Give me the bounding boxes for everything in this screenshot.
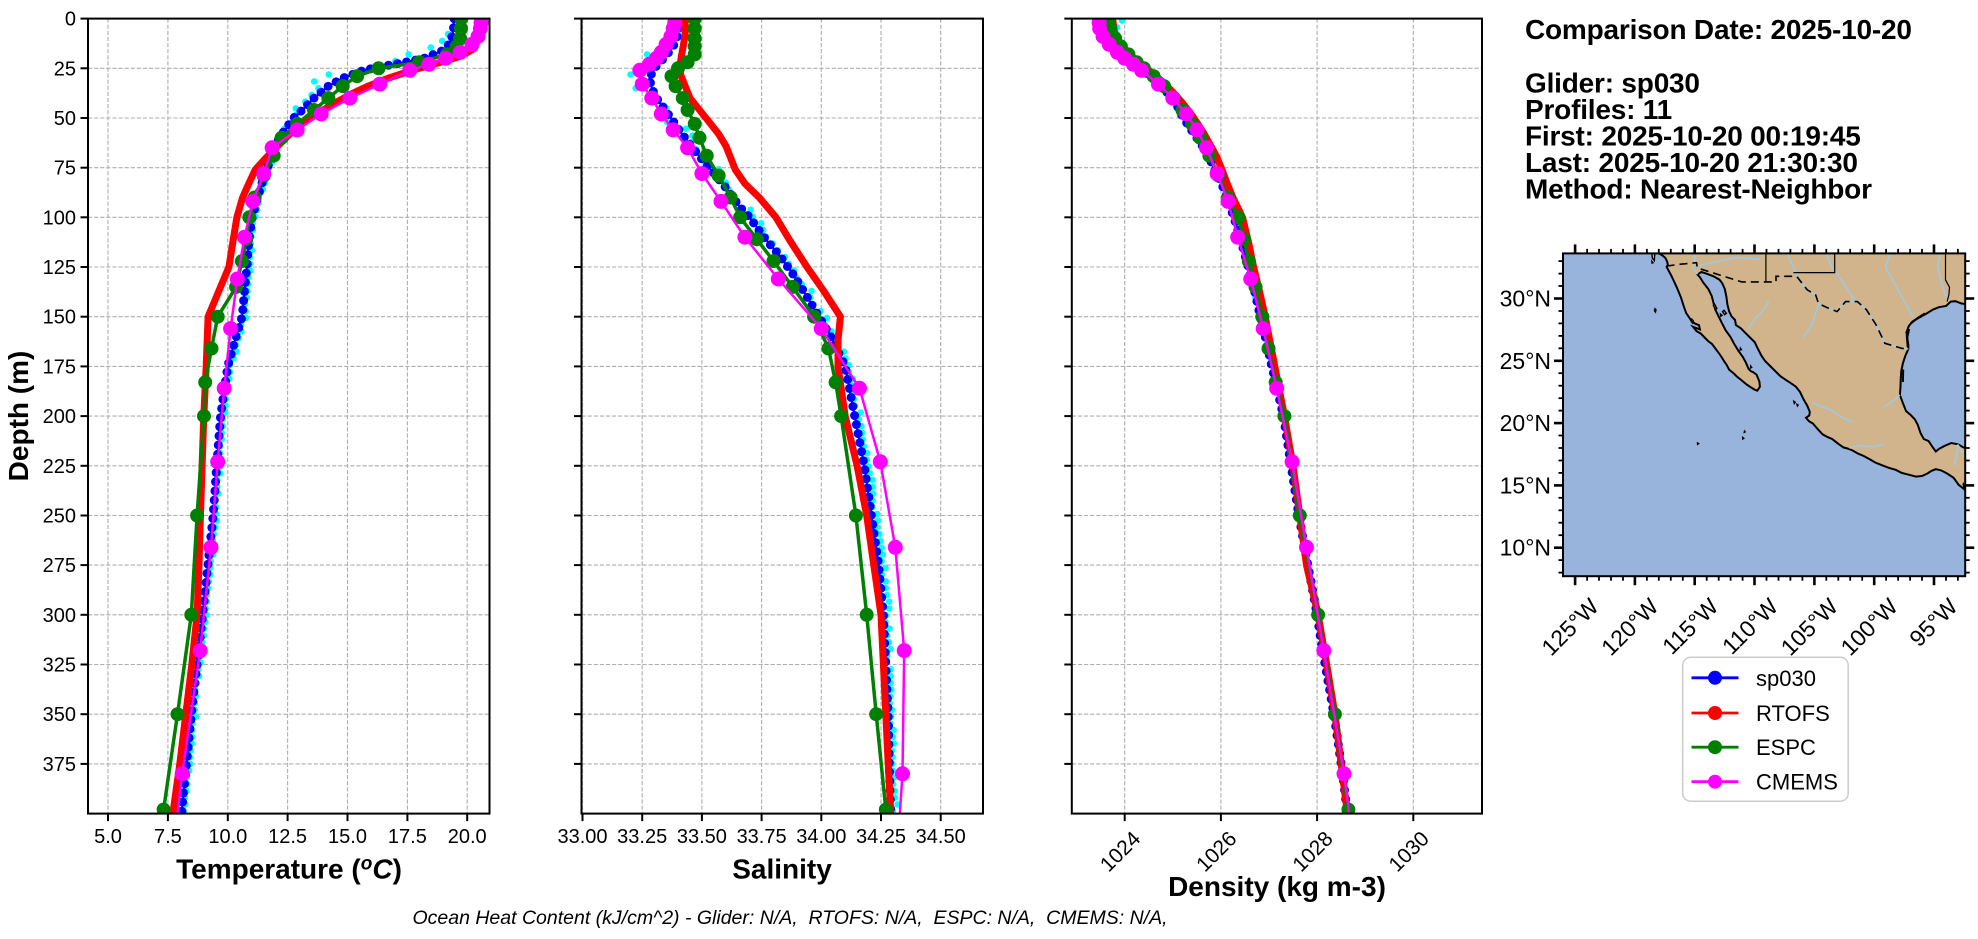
svg-text:Depth (m): Depth (m) [3, 351, 34, 482]
svg-text:Density (kg m-3): Density (kg m-3) [1168, 871, 1386, 902]
svg-text:10.0: 10.0 [208, 826, 247, 848]
svg-text:20°N: 20°N [1500, 410, 1551, 436]
svg-text:Glider: sp030: Glider: sp030 [1525, 67, 1700, 98]
svg-text:33.00: 33.00 [557, 826, 607, 848]
svg-text:5.0: 5.0 [94, 826, 122, 848]
svg-text:15°N: 15°N [1500, 472, 1551, 498]
svg-text:Method: Nearest-Neighbor: Method: Nearest-Neighbor [1525, 174, 1872, 205]
svg-text:30°N: 30°N [1500, 286, 1551, 312]
svg-text:350: 350 [43, 704, 76, 726]
svg-text:34.50: 34.50 [916, 826, 966, 848]
svg-text:250: 250 [43, 506, 76, 528]
svg-text:34.25: 34.25 [856, 826, 906, 848]
svg-text:First: 2025-10-20 00:19:45: First: 2025-10-20 00:19:45 [1525, 121, 1861, 152]
svg-text:20.0: 20.0 [448, 826, 487, 848]
svg-text:sp030: sp030 [1756, 666, 1816, 691]
svg-text:33.75: 33.75 [737, 826, 787, 848]
svg-text:ESPC: ESPC [1756, 735, 1816, 760]
svg-text:50: 50 [54, 108, 76, 130]
svg-text:25°N: 25°N [1500, 348, 1551, 374]
svg-text:75: 75 [54, 158, 76, 180]
svg-text:175: 175 [43, 356, 76, 378]
svg-text:200: 200 [43, 406, 76, 428]
svg-text:Comparison Date: 2025-10-20: Comparison Date: 2025-10-20 [1525, 14, 1912, 45]
svg-text:RTOFS: RTOFS [1756, 701, 1830, 726]
svg-text:300: 300 [43, 605, 76, 627]
svg-text:Salinity: Salinity [732, 854, 832, 885]
svg-text:100: 100 [43, 207, 76, 229]
svg-text:34.00: 34.00 [796, 826, 846, 848]
svg-text:375: 375 [43, 754, 76, 776]
svg-text:150: 150 [43, 307, 76, 329]
svg-text:33.25: 33.25 [617, 826, 667, 848]
svg-text:Last: 2025-10-20 21:30:30: Last: 2025-10-20 21:30:30 [1525, 147, 1858, 178]
svg-text:15.0: 15.0 [328, 826, 367, 848]
svg-text:CMEMS: CMEMS [1756, 770, 1838, 795]
svg-text:7.5: 7.5 [154, 826, 182, 848]
svg-text:225: 225 [43, 456, 76, 478]
svg-text:325: 325 [43, 655, 76, 677]
svg-text:Ocean Heat Content (kJ/cm^2) -: Ocean Heat Content (kJ/cm^2) - Glider: N… [412, 907, 1167, 929]
svg-text:10°N: 10°N [1500, 535, 1551, 561]
svg-text:25: 25 [54, 58, 76, 80]
svg-text:33.50: 33.50 [677, 826, 727, 848]
svg-text:0: 0 [65, 9, 76, 31]
svg-text:17.5: 17.5 [388, 826, 427, 848]
svg-text:125: 125 [43, 257, 76, 279]
svg-text:12.5: 12.5 [268, 826, 307, 848]
svg-text:Profiles: 11: Profiles: 11 [1525, 94, 1672, 125]
svg-text:275: 275 [43, 555, 76, 577]
